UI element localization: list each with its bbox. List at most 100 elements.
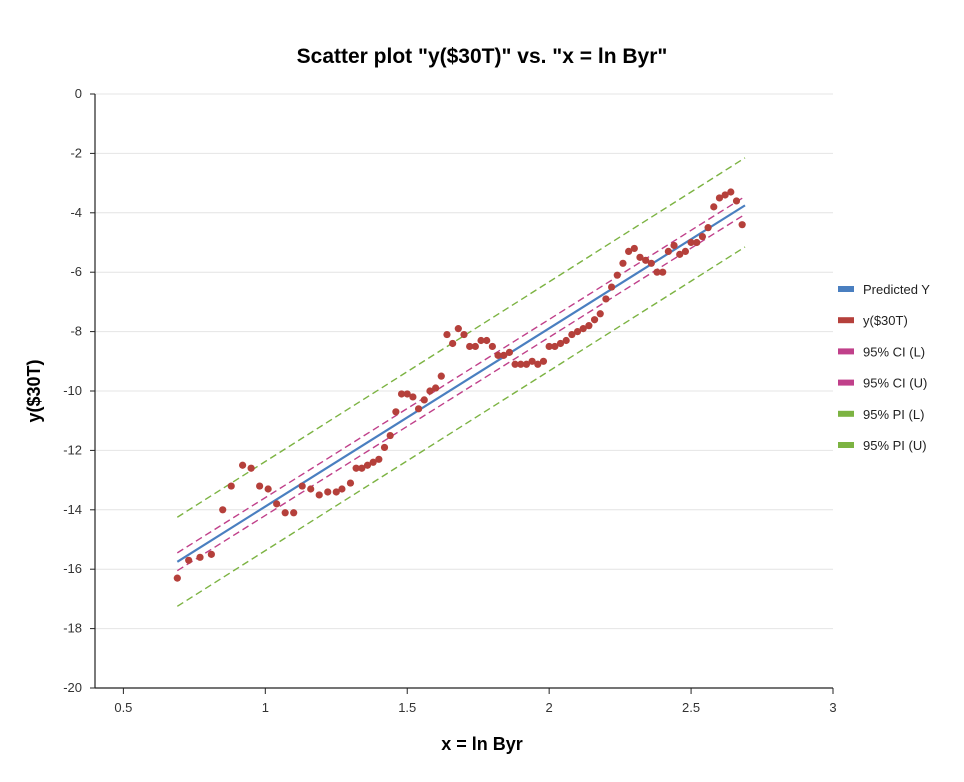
data-point	[590, 316, 599, 324]
data-point	[281, 509, 289, 517]
y-tick-label: -14	[63, 502, 82, 517]
data-point	[687, 238, 695, 247]
data-point	[693, 238, 701, 247]
x-tick-label: 1.5	[398, 700, 416, 715]
data-point	[528, 357, 536, 365]
data-point	[670, 241, 678, 250]
data-point	[500, 351, 508, 359]
data-point	[483, 336, 491, 345]
data-point	[298, 482, 306, 490]
data-point	[715, 194, 724, 202]
y-tick-label: -16	[63, 561, 82, 576]
data-point	[653, 268, 661, 276]
data-point	[738, 221, 746, 229]
legend-swatch	[838, 348, 854, 355]
data-point	[173, 574, 181, 582]
data-point	[556, 339, 565, 348]
series-line-95-pi-u	[176, 157, 746, 518]
data-point	[290, 509, 298, 517]
data-point	[676, 250, 684, 258]
data-point	[727, 188, 735, 196]
data-point	[227, 482, 235, 490]
data-point	[608, 283, 616, 291]
data-point	[380, 443, 389, 452]
data-point	[460, 330, 468, 339]
data-point	[443, 330, 451, 339]
axes: 0 -2 -4 -6 -8 -10 -12 -14 -16 -18 -20 0.5 1 1.5 2 2.5 3	[63, 86, 836, 715]
data-point	[449, 339, 457, 348]
data-point	[596, 310, 604, 318]
data-point	[403, 390, 411, 398]
legend-swatch	[838, 442, 854, 448]
data-point	[454, 325, 462, 333]
data-point	[352, 464, 360, 472]
data-point	[437, 372, 445, 380]
data-point	[534, 360, 542, 368]
data-point	[315, 491, 323, 499]
legend-label: 95% PI (L)	[863, 407, 924, 422]
legend-label: y($30T)	[863, 313, 908, 328]
data-point	[625, 247, 633, 256]
data-point	[363, 461, 372, 469]
data-point	[698, 232, 707, 241]
data-point	[414, 405, 423, 413]
legend-swatch	[838, 317, 854, 324]
data-point	[636, 253, 644, 261]
y-tick-label: -2	[70, 145, 82, 160]
y-tick-label: -20	[63, 680, 82, 695]
data-point	[585, 322, 593, 330]
x-tick-label: 1	[262, 700, 269, 715]
data-point	[579, 325, 587, 333]
data-point	[710, 203, 718, 211]
legend-swatch	[838, 379, 854, 386]
data-point	[488, 342, 496, 351]
y-tick-label: -12	[63, 442, 82, 457]
y-tick-label: -8	[70, 324, 82, 339]
chart-title: Scatter plot "y($30T)" vs. "x = ln Byr"	[297, 45, 668, 68]
series-line-95-pi-l	[176, 246, 746, 607]
data-point	[432, 384, 440, 392]
data-point	[517, 360, 525, 368]
data-point	[642, 256, 650, 264]
data-point	[602, 295, 610, 303]
data-point	[185, 556, 193, 564]
x-tick-label: 2.5	[682, 700, 700, 715]
data-point	[647, 259, 655, 267]
legend-swatch	[838, 286, 854, 292]
legend-swatch	[838, 410, 854, 417]
y-tick-label: -6	[70, 264, 82, 279]
data-point	[338, 485, 346, 493]
y-tick-label: -10	[63, 383, 82, 398]
data-point	[477, 336, 485, 345]
x-tick-label: 2	[546, 700, 553, 715]
legend: Predicted Y y($30T) 95% CI (L) 95% CI (U) 95…	[838, 282, 930, 453]
data-point	[494, 351, 502, 359]
legend-label: Predicted Y	[863, 282, 930, 297]
data-point	[522, 360, 531, 368]
data-point	[659, 268, 667, 276]
data-point	[219, 506, 227, 514]
y-tick-label: 0	[75, 86, 82, 101]
data-point	[358, 464, 366, 472]
data-point	[721, 191, 729, 199]
data-point	[264, 485, 272, 493]
data-point	[681, 247, 690, 256]
legend-label: 95% CI (U)	[863, 376, 927, 391]
data-point	[386, 431, 394, 440]
data-point	[273, 500, 281, 508]
data-point	[613, 271, 621, 279]
series-line-95-ci-l	[176, 213, 746, 572]
data-point	[392, 408, 400, 416]
plot-area	[173, 157, 746, 607]
data-point	[247, 464, 255, 472]
y-axis-title: y($30T)	[24, 359, 44, 422]
x-tick-label: 0.5	[114, 700, 132, 715]
series-line-95-ci-u	[176, 195, 746, 554]
data-point	[619, 259, 627, 267]
legend-label: 95% PI (U)	[863, 438, 927, 453]
data-point	[664, 247, 672, 256]
data-point	[397, 390, 406, 398]
data-point	[511, 360, 519, 368]
data-point	[332, 488, 340, 496]
